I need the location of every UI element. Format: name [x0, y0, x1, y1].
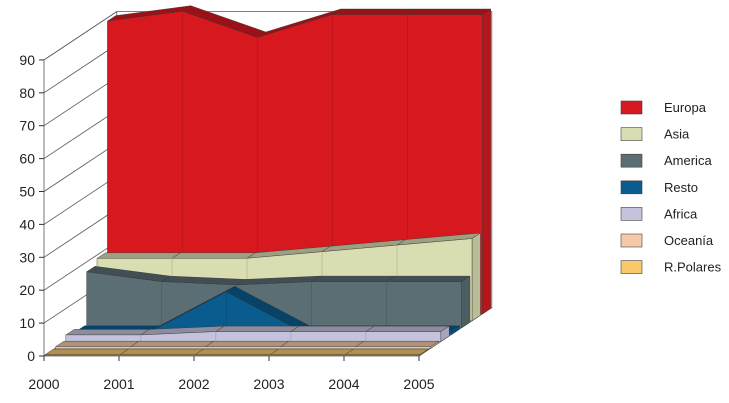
- y-tick-label: 0: [27, 348, 35, 364]
- legend-label: Africa: [664, 206, 698, 221]
- y-tick-label: 50: [19, 184, 35, 200]
- y-depth-line: [43, 241, 118, 291]
- series-top-face: [65, 329, 150, 336]
- series-top-face: [54, 341, 140, 347]
- legend-swatch: [620, 233, 643, 248]
- legend-item: R.Polares: [620, 260, 722, 275]
- legend-swatch: [620, 207, 643, 221]
- series-europa: [107, 5, 492, 315]
- x-tick-label: 2004: [328, 376, 359, 392]
- y-depth-line: [43, 11, 118, 61]
- legend-item: Europa: [620, 100, 707, 115]
- legend-label: R.Polares: [664, 260, 722, 275]
- y-depth-line: [43, 44, 118, 94]
- legend-label: Resto: [664, 180, 698, 195]
- series-top-face: [44, 348, 130, 355]
- y-tick-label: 10: [19, 315, 35, 331]
- series-front-face: [55, 346, 431, 349]
- y-depth-line: [43, 208, 118, 258]
- series-end-cap: [471, 232, 481, 322]
- series-top-face: [96, 252, 182, 259]
- series-top-face: [406, 8, 492, 15]
- series-top-face: [385, 275, 471, 282]
- legend-label: Asia: [664, 127, 690, 142]
- legend-label: America: [664, 153, 712, 168]
- legend-swatch: [620, 100, 643, 115]
- legend-item: Resto: [620, 180, 698, 195]
- legend-swatch: [620, 127, 643, 141]
- y-tick-label: 90: [19, 52, 35, 68]
- x-axis: 2000 2001 2002 2003 2004 2005: [28, 356, 435, 392]
- y-tick-label: 70: [19, 118, 35, 134]
- series-top-face: [269, 348, 355, 355]
- y-depth-line: [43, 77, 118, 127]
- legend-item: America: [620, 153, 712, 168]
- y-tick-label: 60: [19, 151, 35, 167]
- x-tick-label: 2000: [28, 376, 59, 392]
- x-tick-label: 2005: [403, 376, 434, 392]
- series-top-face: [365, 325, 450, 332]
- x-tick-label: 2002: [178, 376, 209, 392]
- legend-swatch: [620, 180, 643, 195]
- series-top-face: [310, 275, 396, 282]
- legend-item: Africa: [620, 206, 698, 221]
- series-top-face: [331, 8, 417, 15]
- series-end-cap: [482, 8, 491, 315]
- legend-label: Oceanía: [664, 233, 714, 248]
- series-layer: [44, 5, 492, 356]
- series-top-face: [129, 341, 215, 347]
- y-tick-label: 30: [19, 249, 35, 265]
- y-tick-label: 20: [19, 282, 35, 298]
- series-africa: [65, 325, 450, 342]
- y-depth-line: [43, 142, 118, 192]
- y-tick-label: 40: [19, 216, 35, 232]
- y-tick-label: 80: [19, 85, 35, 101]
- legend: Europa Asia America Resto Africa Oceanía R.Pol…: [620, 100, 722, 275]
- x-tick-label: 2001: [103, 376, 134, 392]
- legend-swatch: [620, 260, 643, 274]
- series-front-face: [107, 10, 483, 315]
- legend-swatch: [620, 153, 643, 168]
- y-depth-line: [43, 109, 118, 159]
- series-top-face: [290, 325, 375, 332]
- series-top-face: [119, 348, 205, 355]
- y-axis: 0 10 20 30 40 50 60 70 80 90: [19, 52, 44, 364]
- legend-item: Asia: [620, 127, 690, 142]
- series-top-face: [194, 348, 280, 355]
- series-top-face: [354, 341, 440, 347]
- series-ocean-a: [54, 340, 440, 349]
- series-front-face: [86, 271, 462, 328]
- x-tick-label: 2003: [253, 376, 284, 392]
- y-depth-line: [43, 175, 118, 225]
- series-america: [86, 266, 471, 329]
- series-top-face: [204, 341, 290, 347]
- series-front-face: [65, 331, 441, 342]
- legend-item: Oceanía: [620, 233, 714, 248]
- legend-label: Europa: [664, 100, 707, 115]
- series-top-face: [279, 341, 365, 347]
- series-top-face: [171, 252, 257, 259]
- series-top-face: [215, 325, 300, 332]
- series-front-face: [44, 354, 421, 356]
- series-top-face: [344, 348, 430, 355]
- series-end-cap: [461, 275, 471, 329]
- series-r-polares: [44, 348, 430, 356]
